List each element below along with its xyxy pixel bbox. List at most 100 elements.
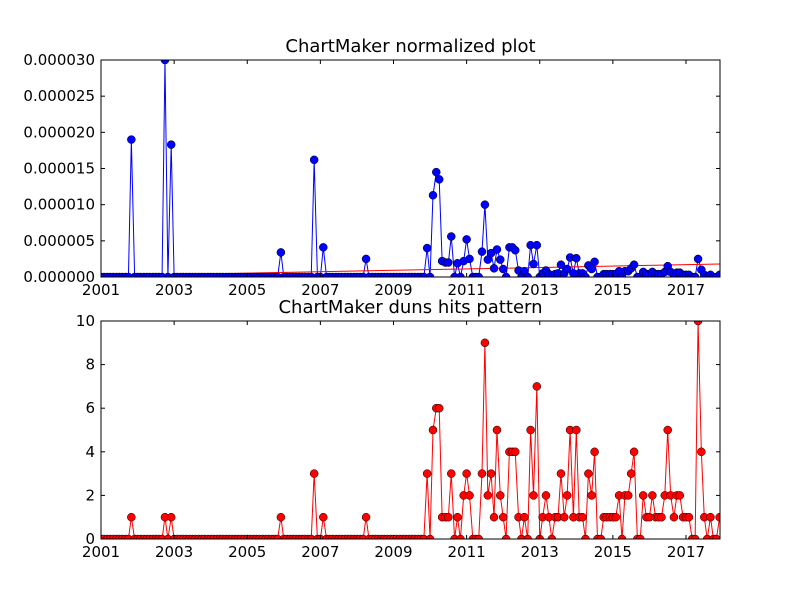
x-tick-label: 2003: [155, 543, 193, 561]
y-tick-label: 0.000030: [23, 51, 95, 69]
data-point: [562, 264, 572, 274]
data-point: [419, 534, 429, 539]
y-tick-label: 0.000010: [23, 196, 95, 214]
data-point: [166, 512, 176, 522]
data-point: [562, 491, 572, 500]
data-point: [486, 469, 496, 478]
data-point: [511, 245, 520, 255]
data-point: [465, 254, 474, 264]
data-point: [596, 534, 606, 539]
data-point: [529, 259, 538, 269]
x-tick-label: 2001: [82, 281, 120, 299]
data-point: [453, 512, 462, 522]
data-point: [556, 469, 566, 478]
data-point: [319, 243, 328, 252]
data-point: [501, 272, 511, 277]
y-tick-label: 0: [85, 530, 95, 548]
data-point: [702, 534, 712, 539]
data-point: [581, 534, 590, 539]
data-point: [124, 272, 133, 277]
data-point: [432, 167, 441, 177]
data-point: [480, 200, 490, 209]
data-point: [124, 534, 133, 539]
data-point: [276, 248, 286, 257]
data-point: [477, 469, 487, 478]
data-point: [273, 534, 282, 539]
data-point: [465, 491, 474, 500]
data-point: [166, 140, 176, 149]
y-tick-label: 0.000025: [23, 87, 95, 105]
data-point: [319, 512, 328, 522]
data-point: [498, 264, 508, 274]
data-point: [520, 512, 529, 522]
data-point: [684, 512, 694, 522]
data-point: [127, 512, 136, 522]
data-point: [572, 425, 581, 435]
data-point: [428, 425, 438, 435]
subplot: ChartMaker duns hits pattern 0 2 4 6 8 10 2001 2…: [76, 297, 721, 561]
data-point: [501, 534, 511, 539]
data-point: [434, 175, 444, 184]
data-point: [693, 254, 703, 264]
data-point: [489, 512, 499, 522]
data-point: [422, 469, 432, 478]
axes-frame: [100, 59, 721, 278]
data-point: [517, 534, 526, 539]
data-point: [617, 534, 627, 539]
data-point: [581, 272, 590, 277]
data-point: [584, 469, 593, 478]
data-point: [511, 447, 520, 457]
x-tick-label: 2011: [448, 543, 486, 561]
data-point: [496, 491, 505, 500]
data-point: [541, 491, 551, 500]
data-point: [474, 534, 483, 539]
x-tick-label: 2009: [374, 543, 412, 561]
data-point: [496, 255, 505, 264]
data-point: [629, 447, 639, 457]
data-point: [690, 272, 700, 277]
data-point: [590, 447, 599, 457]
data-point: [163, 272, 173, 277]
data-point: [309, 469, 319, 478]
y-tick-label: 2: [85, 486, 95, 504]
data-point: [309, 155, 319, 165]
data-point: [273, 272, 282, 277]
x-tick-label: 2017: [667, 543, 705, 561]
data-point: [712, 534, 720, 539]
x-tick-label: 2005: [228, 281, 266, 299]
data-point: [444, 258, 453, 267]
x-tick-label: 2007: [301, 543, 339, 561]
x-tick-label: 2001: [82, 543, 120, 561]
data-point: [532, 240, 542, 250]
data-point: [462, 235, 471, 244]
data-point: [526, 425, 535, 435]
data-point: [663, 425, 672, 435]
data-point: [523, 534, 532, 539]
data-point: [361, 512, 371, 522]
data-point: [626, 469, 636, 478]
data-point: [492, 245, 502, 254]
x-tick-label: 2003: [155, 281, 193, 299]
data-point: [638, 491, 648, 500]
data-point: [498, 512, 508, 522]
data-point: [669, 512, 679, 522]
data-point: [480, 338, 490, 348]
data-point: [690, 534, 700, 539]
data-point: [693, 321, 703, 326]
data-point: [657, 512, 666, 522]
data-point: [492, 425, 502, 435]
x-tick-label: 2017: [667, 281, 705, 299]
data-point: [456, 534, 465, 539]
x-tick-label: 2015: [594, 543, 632, 561]
data-point: [587, 491, 596, 500]
data-point: [532, 382, 542, 391]
x-tick-label: 2007: [301, 281, 339, 299]
y-tick-label: 6: [85, 399, 95, 417]
subplot: ChartMaker normalized plot 0.000000 0.0000…: [23, 36, 721, 299]
data-point: [447, 469, 456, 478]
x-tick-label: 2013: [521, 281, 559, 299]
data-point: [578, 512, 587, 522]
data-point: [629, 260, 639, 269]
